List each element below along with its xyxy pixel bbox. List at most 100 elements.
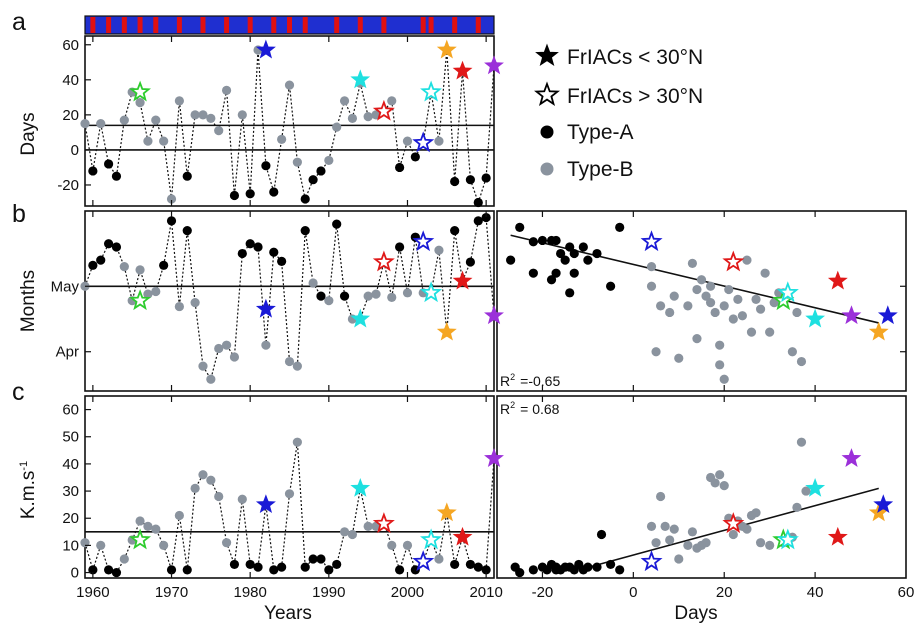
panel-b-right-typeB-point-3 xyxy=(665,307,675,318)
panel-b-right-typeB-point-16 xyxy=(733,294,743,304)
panel-b-point-1966 xyxy=(135,265,145,275)
panel-b-point-1964 xyxy=(119,262,129,272)
panel-c-star-7 xyxy=(452,526,473,546)
panel-b-right-typeA-point-18 xyxy=(551,268,561,278)
panel-c-right-typeB-point-0 xyxy=(646,521,657,531)
panel-a-ytick-label-60: 60 xyxy=(62,37,79,54)
panel-c-right-typeB-point-8 xyxy=(687,527,698,537)
year-tick-label-2010: 2010 xyxy=(469,584,502,601)
panel-a-point-1962 xyxy=(103,159,114,169)
r2-c-sup: 2 xyxy=(510,400,515,410)
xlabel-years: Years xyxy=(264,603,312,623)
panel-b-point-1984 xyxy=(277,256,287,266)
panel-c-point-2009 xyxy=(473,562,483,572)
panel-a-star-8 xyxy=(484,55,504,75)
panel-a-star-4 xyxy=(412,131,435,153)
panel-b-right-star-3 xyxy=(776,281,799,303)
panel-b-point-1974 xyxy=(198,361,208,371)
panel-c-point-1966 xyxy=(135,516,145,526)
panel-c-right-typeB-point-29 xyxy=(801,486,811,496)
panel-b-star-2 xyxy=(350,308,371,328)
panel-c-point-1964 xyxy=(119,554,129,564)
year-bar-red-1977 xyxy=(224,17,230,33)
panel-c-point-1986 xyxy=(292,437,302,447)
panel-c-right-typeB-point-22 xyxy=(751,508,761,518)
panel-b-point-1969 xyxy=(159,260,169,270)
panel-a-point-1999 xyxy=(395,162,405,173)
panel-b-point-1975 xyxy=(206,374,216,384)
panel-a-point-2006 xyxy=(450,176,460,187)
panel-b-star-0 xyxy=(129,289,152,311)
year-bar-red-1962 xyxy=(106,17,112,33)
panel-c-right-star-1 xyxy=(722,512,745,534)
panel-c-ytick-label-40: 40 xyxy=(62,456,79,473)
panel-b-star-3 xyxy=(372,250,395,272)
panel-b-right-typeB-point-29 xyxy=(692,334,702,344)
panel-b-right-typeB-point-18 xyxy=(742,255,752,265)
panel-b-right-typeB-point-30 xyxy=(705,298,716,308)
panel-b-point-1982 xyxy=(261,340,271,350)
panel-a-point-1971 xyxy=(174,96,184,106)
panel-a-point-1992 xyxy=(339,96,350,106)
panel-c-right-star-5 xyxy=(827,526,848,546)
panel-a-point-1998 xyxy=(387,96,397,106)
r2-annotation-c: R2 = 0.68 xyxy=(500,400,560,417)
year-bar-red-1968 xyxy=(153,17,159,33)
panel-a-point-1980 xyxy=(245,189,255,199)
ylabel-months: Months xyxy=(18,270,39,332)
panel-a-point-2000 xyxy=(402,136,413,146)
year-bar-red-1964 xyxy=(121,17,127,33)
panel-c-point-1984 xyxy=(277,562,287,572)
panel-c-right-typeB-point-1 xyxy=(651,538,661,548)
panel-b-right-typeA-point-13 xyxy=(583,255,593,265)
panel-b-right-typeB-point-28 xyxy=(669,291,679,301)
panel-c-point-1970 xyxy=(166,565,177,575)
panel-b-right-typeB-point-27 xyxy=(651,347,661,357)
panel-c-right-typeB-point-13 xyxy=(710,478,720,488)
panel-b-right-typeA-point-2 xyxy=(528,237,538,247)
panel-a-point-1972 xyxy=(182,171,192,181)
panel-c-right-typeA-point-17 xyxy=(515,567,525,578)
year-bar-red-1994 xyxy=(357,17,363,33)
panel-b-point-1976 xyxy=(214,343,224,354)
panel-b-right-typeA-point-0 xyxy=(506,255,516,265)
panel-c-ytick-label-30: 30 xyxy=(62,483,79,500)
year-tick-label-1980: 1980 xyxy=(233,584,266,601)
ylabel-kms-main: K.m.s xyxy=(18,471,39,520)
panel-b-point-1962 xyxy=(103,239,114,249)
panel-a-series-line xyxy=(85,49,494,205)
panel-b-point-1983 xyxy=(269,247,279,257)
panel-b-point-1971 xyxy=(174,301,184,312)
year-bar-red-1971 xyxy=(176,17,182,33)
panel-a-point-1968 xyxy=(151,115,161,125)
panel-b-star-5 xyxy=(420,281,443,303)
panel-c-point-1977 xyxy=(221,538,232,548)
panel-c-point-1985 xyxy=(284,489,295,499)
days-tick-label-40: 40 xyxy=(807,584,824,601)
panel-a-point-1977 xyxy=(221,85,232,95)
panel-a-point-1982 xyxy=(261,161,271,171)
panel-a-point-1969 xyxy=(159,136,169,146)
panel-a-point-1983 xyxy=(269,187,279,197)
panel-c-right-typeA-point-15 xyxy=(606,559,616,570)
panel-b-right-typeB-point-34 xyxy=(760,268,770,278)
days-tick-label-20: 20 xyxy=(716,584,733,601)
panel-c-right-typeB-point-14 xyxy=(715,470,725,480)
panel-b-right-typeB-point-9 xyxy=(701,291,711,301)
r2-b-value: =-0.65 xyxy=(520,373,560,389)
panel-c-ytick-label-60: 60 xyxy=(62,402,79,419)
panel-c-ytick-label-20: 20 xyxy=(62,510,79,527)
panel-a-frame xyxy=(84,35,495,207)
panel-c-right-typeB-point-17 xyxy=(728,529,738,540)
panel-b-right-typeB-point-32 xyxy=(728,314,738,324)
panel-a-point-1988 xyxy=(308,175,318,185)
panel-label-b: b xyxy=(12,200,26,228)
panel-b-point-2010 xyxy=(481,212,491,223)
panel-b-point-2009 xyxy=(473,216,483,226)
panel-a-point-1985 xyxy=(284,80,295,90)
panel-c-right-star-4 xyxy=(805,477,826,497)
ylabel-days: Days xyxy=(18,112,39,155)
panel-b-point-1973 xyxy=(190,298,200,308)
panel-c-ytick-label-0: 0 xyxy=(71,565,79,582)
panel-c-right-typeB-point-4 xyxy=(665,535,675,545)
